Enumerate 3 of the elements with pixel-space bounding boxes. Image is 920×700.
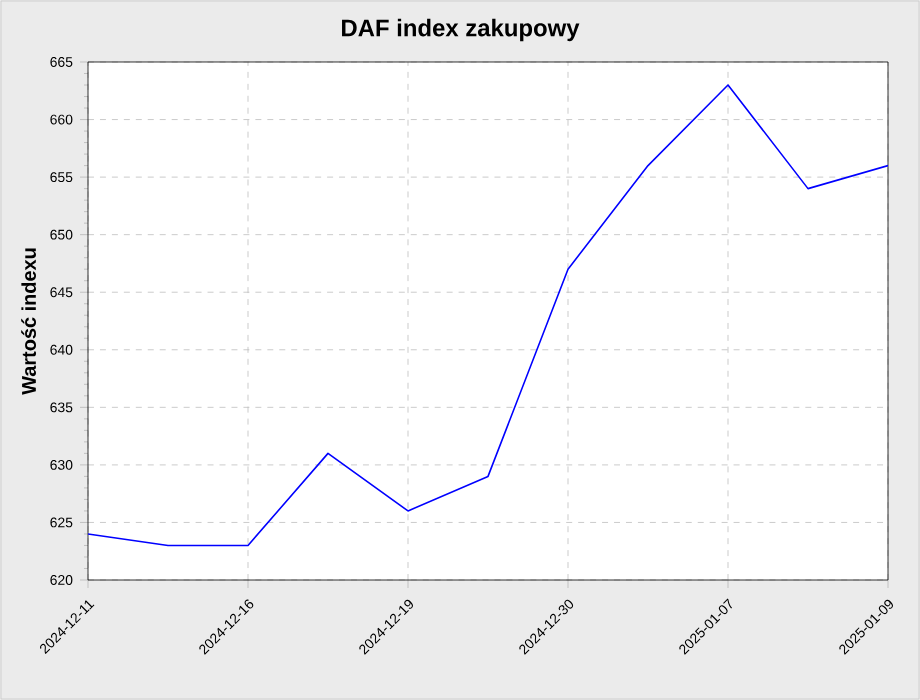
y-axis-title: Wartość indexu (21, 248, 36, 395)
chart-title: DAF index zakupowy (342, 18, 580, 42)
line-series (88, 84, 889, 547)
